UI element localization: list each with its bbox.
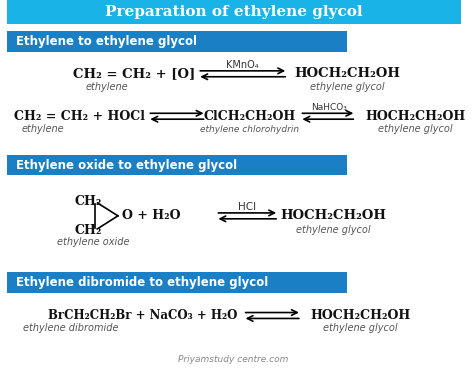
Text: HOCH₂CH₂OH: HOCH₂CH₂OH — [365, 110, 465, 123]
FancyBboxPatch shape — [7, 0, 461, 24]
Text: NaHCO₃: NaHCO₃ — [311, 103, 347, 112]
Text: Preparation of ethylene glycol: Preparation of ethylene glycol — [105, 5, 363, 19]
Text: ethylene: ethylene — [22, 124, 64, 134]
Text: ethylene dibromide: ethylene dibromide — [23, 323, 118, 334]
Text: HOCH₂CH₂OH: HOCH₂CH₂OH — [281, 209, 386, 223]
Text: HOCH₂CH₂OH: HOCH₂CH₂OH — [294, 67, 400, 80]
Text: CH₂ = CH₂ + [O]: CH₂ = CH₂ + [O] — [73, 67, 195, 80]
Text: BrCH₂CH₂Br + NaCO₃ + H₂O: BrCH₂CH₂Br + NaCO₃ + H₂O — [48, 309, 237, 322]
Text: CH₂: CH₂ — [75, 224, 102, 237]
Text: KMnO₄: KMnO₄ — [227, 59, 259, 70]
FancyBboxPatch shape — [7, 31, 347, 52]
Text: ethylene glycol: ethylene glycol — [378, 124, 453, 134]
Text: ClCH₂CH₂OH: ClCH₂CH₂OH — [203, 110, 296, 123]
Text: Ethylene to ethylene glycol: Ethylene to ethylene glycol — [16, 35, 197, 48]
Text: Ethylene dibromide to ethylene glycol: Ethylene dibromide to ethylene glycol — [16, 276, 268, 289]
Text: ethylene glycol: ethylene glycol — [323, 323, 398, 334]
Text: ethylene glycol: ethylene glycol — [296, 224, 371, 235]
Text: Ethylene oxide to ethylene glycol: Ethylene oxide to ethylene glycol — [16, 159, 237, 172]
Text: HCl: HCl — [238, 201, 256, 212]
Text: ethylene glycol: ethylene glycol — [310, 82, 384, 92]
Text: Priyamstudy centre.com: Priyamstudy centre.com — [179, 355, 289, 364]
FancyBboxPatch shape — [7, 155, 347, 175]
FancyBboxPatch shape — [7, 272, 347, 293]
Text: HOCH₂CH₂OH: HOCH₂CH₂OH — [310, 309, 411, 322]
Text: CH₂ = CH₂ + HOCl: CH₂ = CH₂ + HOCl — [14, 110, 145, 123]
Text: O + H₂O: O + H₂O — [122, 209, 181, 223]
Text: CH₂: CH₂ — [75, 194, 102, 208]
Text: ethylene: ethylene — [85, 82, 128, 92]
Text: ethylene chlorohydrin: ethylene chlorohydrin — [200, 125, 299, 134]
Text: ethylene oxide: ethylene oxide — [57, 237, 129, 247]
